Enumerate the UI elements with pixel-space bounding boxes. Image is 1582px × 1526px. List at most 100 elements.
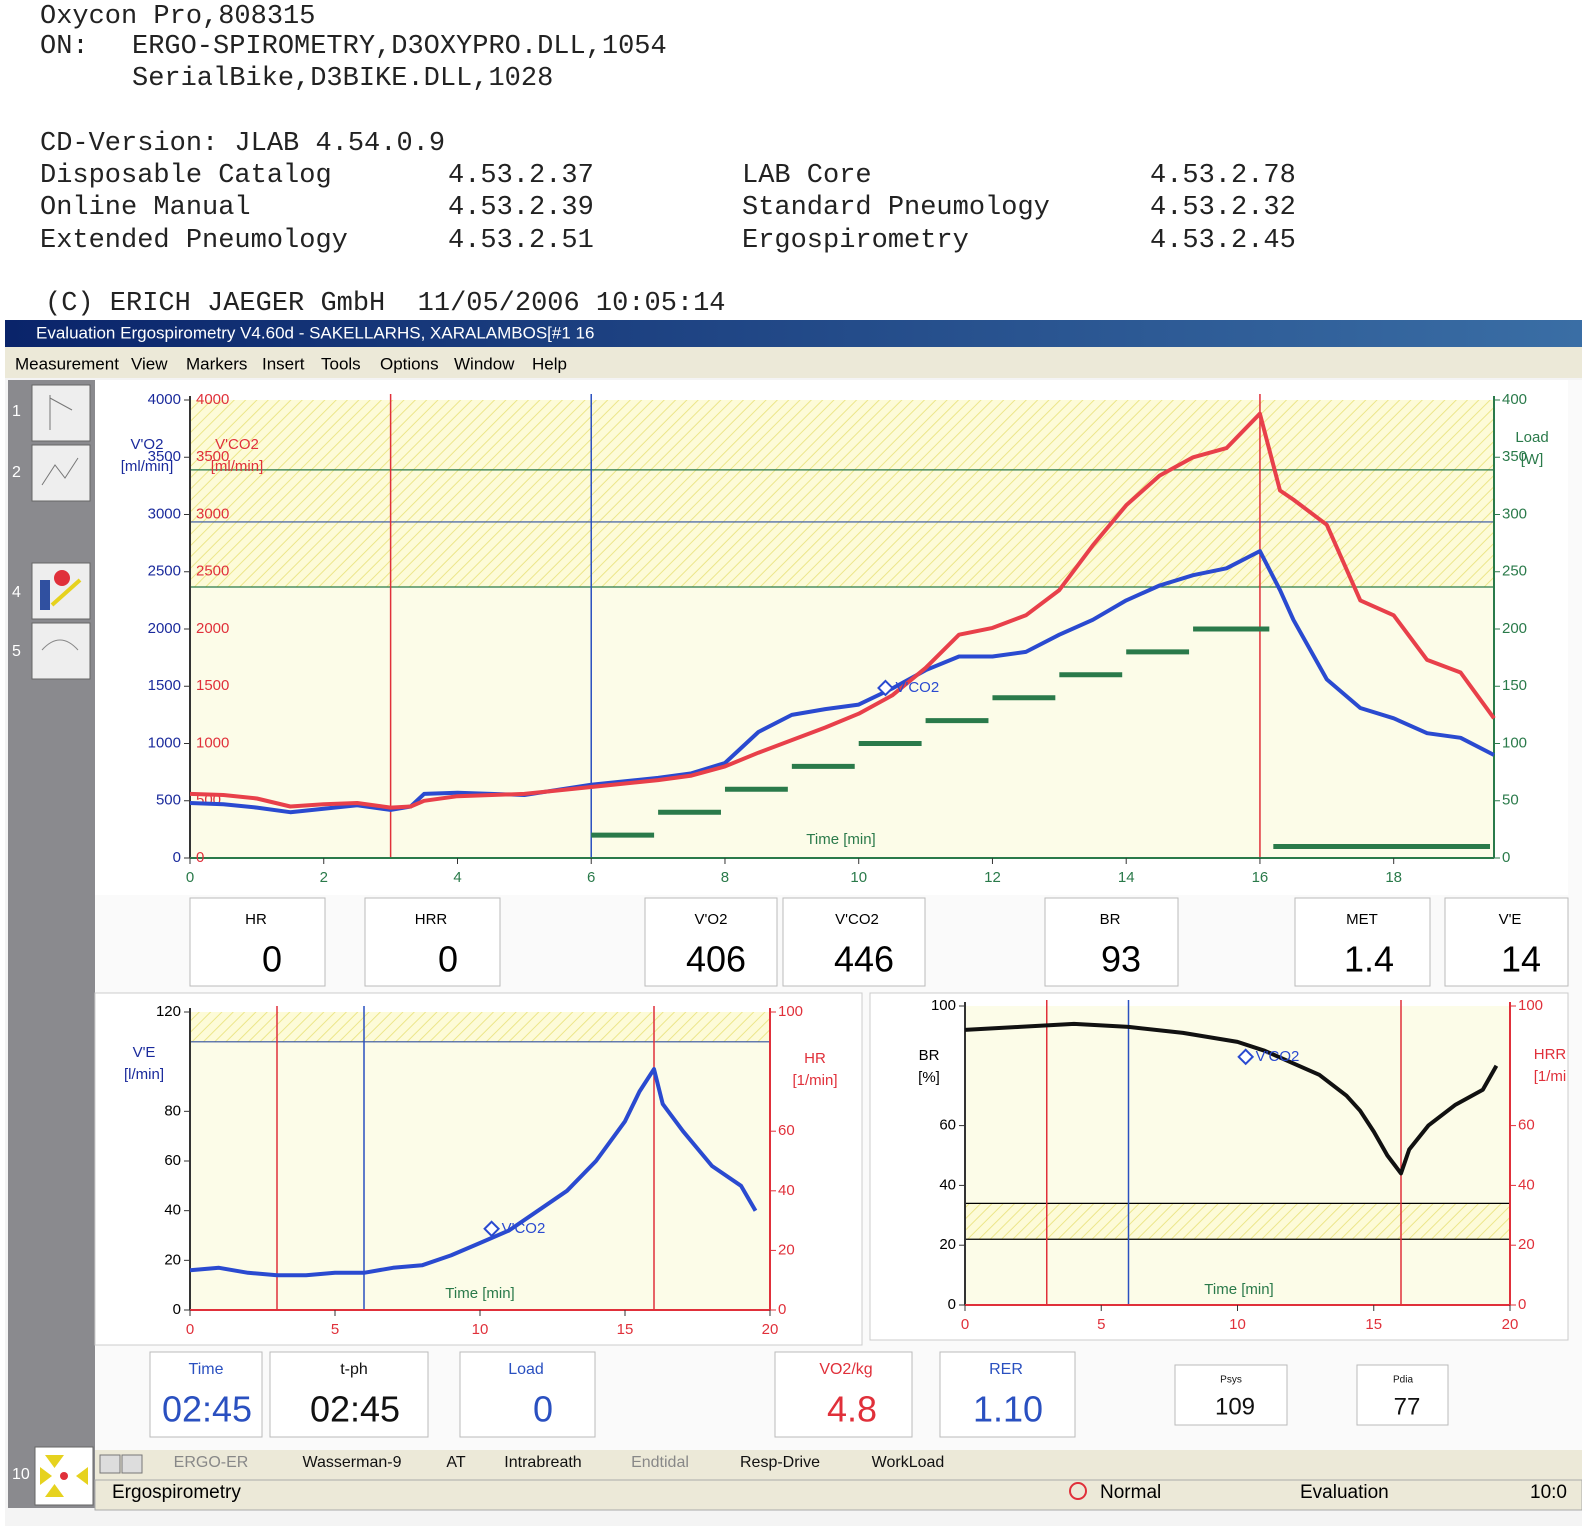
y-axis-label: V'CO2 (215, 436, 259, 453)
y2-tick-label: 0 (1518, 1296, 1526, 1313)
title-bar (5, 320, 1582, 347)
y-tick-label: 60 (164, 1152, 181, 1169)
readout-label: BR (1100, 911, 1121, 928)
plot-area (965, 1006, 1510, 1305)
y-tick-label: 0 (173, 1301, 181, 1318)
plot-area (190, 1012, 770, 1310)
x-tick-label: 20 (1502, 1316, 1519, 1333)
status-text: Ergospirometry (112, 1482, 241, 1503)
readout-box (1294, 897, 1431, 987)
tool-button[interactable] (31, 622, 91, 680)
x-tick-label: 4 (453, 869, 461, 886)
menu-item[interactable]: Help (532, 354, 567, 373)
y-tick-label: 3500 (196, 448, 229, 465)
annotation-marker (1237, 1048, 1255, 1066)
copyright: (C) ERICH JAEGER GmbH 11/05/2006 10:05:1… (45, 289, 726, 319)
x-tick-label: 16 (1252, 869, 1269, 886)
y-tick-label: 0 (173, 849, 181, 866)
y-tick-label: 1500 (148, 677, 181, 694)
menu-item[interactable]: Measurement (15, 354, 119, 373)
status-text: Evaluation (1300, 1482, 1389, 1503)
x-tick-label: 12 (984, 869, 1001, 886)
menu-item[interactable]: View (131, 354, 168, 373)
menu-item[interactable]: Insert (262, 354, 305, 373)
tab[interactable]: Resp-Drive (740, 1454, 820, 1471)
icon (49, 395, 73, 430)
y-tick-label: 60 (939, 1117, 956, 1134)
tab-scroll[interactable] (99, 1454, 121, 1474)
y-axis-label: V'O2 (131, 436, 164, 453)
readout-box (939, 1351, 1076, 1438)
x-tick-label: 10 (472, 1321, 489, 1338)
x-tick-label: 14 (1118, 869, 1135, 886)
readout-box (459, 1351, 596, 1438)
on-label: ON: (40, 32, 89, 62)
y2-tick-label: 400 (1502, 391, 1527, 408)
component-name: Disposable Catalog (40, 161, 332, 191)
device: Oxycon Pro,808315 (40, 2, 315, 32)
y2-tick-label: 0 (1502, 849, 1510, 866)
annotation-label: V'CO2 (502, 1220, 546, 1237)
readout-value: 0 (438, 939, 458, 980)
readout-box (1444, 897, 1569, 987)
y-axis-label: [%] (918, 1069, 940, 1086)
readout-box (364, 897, 501, 987)
annotation-marker (877, 679, 894, 697)
threshold-band (190, 400, 1494, 587)
y-tick-label: 120 (156, 1003, 181, 1020)
annotation-label: V'CO2 (1256, 1048, 1300, 1065)
y-tick-label: 3000 (148, 505, 181, 522)
x-tick-label: 5 (1097, 1316, 1105, 1333)
tab[interactable]: WorkLoad (872, 1454, 945, 1471)
y2-tick-label: 40 (1518, 1176, 1535, 1193)
y2-tick-label: 20 (1518, 1236, 1535, 1253)
y-tick-label: 4000 (148, 391, 181, 408)
menu-item[interactable]: Tools (321, 354, 361, 373)
y2-tick-label: 150 (1502, 677, 1527, 694)
icon (41, 457, 79, 486)
menu-item[interactable]: Markers (186, 354, 247, 373)
component-version: 4.53.2.51 (448, 226, 594, 256)
tab[interactable]: Endtidal (631, 1454, 689, 1471)
menu-item[interactable]: Window (454, 354, 515, 373)
x-tick-label: 2 (320, 869, 328, 886)
y-axis-label: BR (919, 1047, 940, 1064)
readout-value: 406 (686, 939, 746, 980)
readout-label: t-ph (340, 1361, 368, 1378)
readout-box (1356, 1364, 1449, 1426)
threshold-band (190, 1012, 770, 1042)
readout-value: 0 (262, 939, 282, 980)
tool-button[interactable] (31, 384, 91, 442)
readout-value: 446 (834, 939, 894, 980)
component-name: Extended Pneumology (40, 226, 348, 256)
y-tick-label: 1000 (148, 734, 181, 751)
data-line (189, 411, 1496, 810)
menu-item[interactable]: Options (380, 354, 439, 373)
readout-box (782, 897, 926, 987)
tab[interactable]: AT (446, 1454, 465, 1471)
tab[interactable]: ERGO-ER (174, 1454, 249, 1471)
icon (54, 570, 70, 586)
annotation-marker (483, 1220, 501, 1238)
readout-label: Pdia (1393, 1375, 1413, 1386)
y2-tick-label: 100 (1518, 997, 1543, 1014)
tab[interactable]: Intrabreath (504, 1454, 581, 1471)
readout-box (269, 1351, 429, 1438)
y2-tick-label: 40 (778, 1182, 795, 1199)
readout-box (189, 897, 326, 987)
readout-label: V'E (1499, 911, 1522, 928)
readout-label: MET (1346, 911, 1378, 928)
y-tick-label: 1500 (196, 677, 229, 694)
component-version: 4.53.2.45 (1150, 226, 1296, 256)
annotation-label: V'CO2 (895, 679, 939, 696)
tab-bar (95, 1450, 1582, 1480)
readout-box (774, 1351, 913, 1438)
readout-box (1044, 897, 1179, 987)
tab[interactable]: Wasserman-9 (303, 1454, 402, 1471)
x-tick-label: 0 (186, 1321, 194, 1338)
readout-label: Psys (1220, 1375, 1242, 1386)
readout-value: 4.8 (827, 1389, 877, 1430)
tab-scroll[interactable] (121, 1454, 143, 1474)
component-version: 4.53.2.39 (448, 193, 594, 223)
readout-value: 02:45 (310, 1389, 400, 1430)
